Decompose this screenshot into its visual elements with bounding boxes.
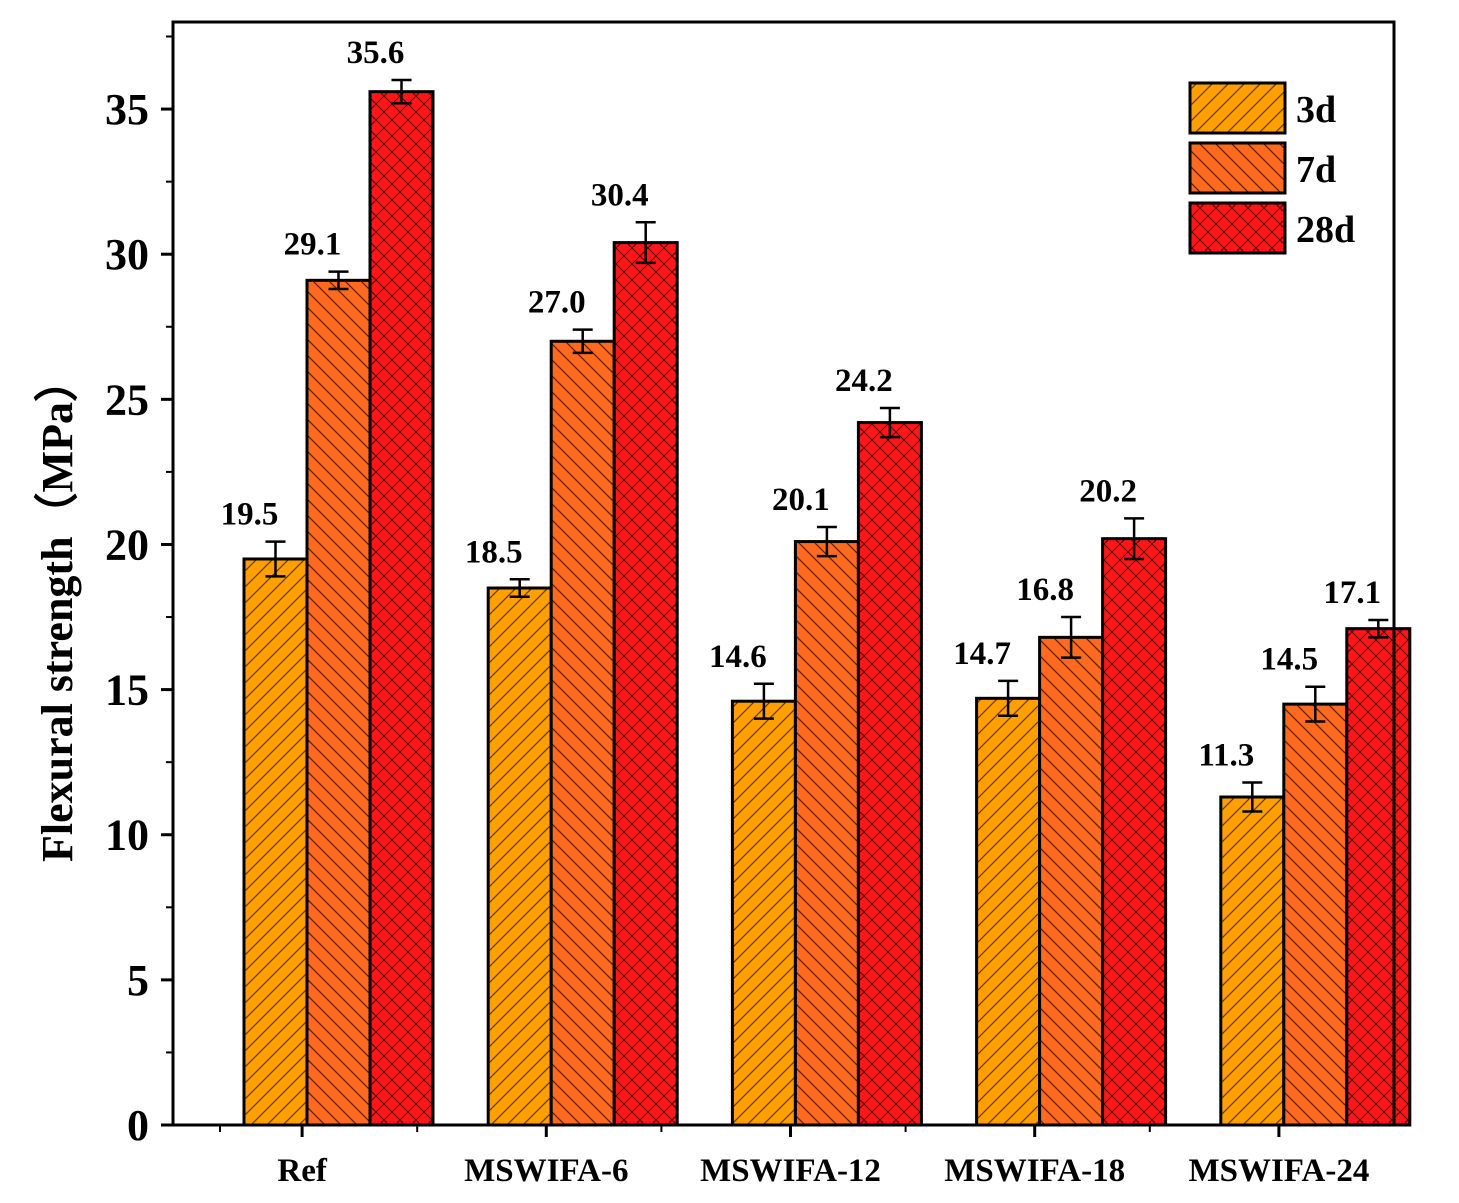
x-category-label: MSWIFA-6 — [464, 1153, 628, 1189]
y-tick-label: 30 — [105, 230, 149, 279]
y-tick-label: 10 — [105, 811, 149, 860]
data-label: 27.0 — [528, 285, 586, 321]
data-label: 14.5 — [1260, 642, 1318, 678]
y-axis-title: Flexural strength（MPa） — [33, 358, 82, 862]
data-label: 30.4 — [591, 177, 649, 213]
data-label: 35.6 — [347, 35, 405, 71]
x-category-label: MSWIFA-12 — [700, 1153, 881, 1189]
data-label: 18.5 — [465, 534, 523, 570]
x-category-label: MSWIFA-24 — [1188, 1153, 1369, 1189]
legend-swatch-7d — [1188, 141, 1287, 195]
data-label: 14.7 — [953, 636, 1011, 672]
bar-7d-Ref — [305, 278, 372, 1127]
bar-28d-MSWIFA-12 — [856, 421, 923, 1127]
y-tick-label: 0 — [127, 1101, 149, 1150]
y-tick-label: 15 — [105, 666, 149, 715]
bar-3d-Ref — [242, 557, 309, 1127]
data-label: 20.1 — [772, 482, 830, 518]
legend-label-28d: 28d — [1296, 209, 1355, 251]
data-label: 24.2 — [835, 363, 893, 399]
data-labels: 19.5 29.1 35.6 18.5 27.0 30.4 14.6 20.1 24.2 14.7… — [221, 35, 1382, 773]
data-label: 20.2 — [1079, 473, 1137, 509]
bar-7d-MSWIFA-18 — [1038, 635, 1105, 1127]
bar-7d-MSWIFA-24 — [1282, 702, 1349, 1127]
bar-7d-MSWIFA-12 — [793, 540, 860, 1127]
data-label: 11.3 — [1198, 737, 1254, 773]
data-label: 29.1 — [284, 227, 342, 263]
bar-3d-MSWIFA-24 — [1219, 795, 1286, 1127]
bar-3d-MSWIFA-6 — [486, 586, 553, 1127]
y-tick-label: 25 — [105, 375, 149, 424]
bar-28d-MSWIFA-24 — [1345, 627, 1412, 1127]
y-tick-label: 20 — [105, 520, 149, 569]
legend: 3d 7d 28d — [1188, 81, 1355, 255]
axis-ticks: 0 5 10 15 20 25 30 35 Ref MSWIFA-6 MSWIFA-12 MSWIFA… — [105, 35, 1369, 1189]
legend-swatch-3d — [1188, 81, 1287, 135]
bar-28d-Ref — [368, 90, 435, 1127]
x-category-label: Ref — [277, 1153, 327, 1189]
plot-frame — [171, 20, 1396, 1127]
data-label: 16.8 — [1016, 572, 1074, 608]
bar-28d-MSWIFA-6 — [612, 241, 679, 1127]
y-tick-label: 35 — [105, 85, 149, 134]
data-label: 17.1 — [1323, 575, 1381, 611]
bar-7d-MSWIFA-6 — [549, 339, 616, 1127]
bar-3d-MSWIFA-12 — [730, 699, 797, 1127]
data-label: 19.5 — [221, 497, 279, 533]
x-category-label: MSWIFA-18 — [944, 1153, 1125, 1189]
bar-3d-MSWIFA-18 — [975, 696, 1042, 1127]
legend-swatch-28d — [1188, 201, 1287, 255]
data-label: 14.6 — [709, 639, 767, 675]
y-tick-label: 5 — [127, 956, 149, 1005]
legend-label-3d: 3d — [1296, 89, 1336, 131]
bar-28d-MSWIFA-18 — [1101, 537, 1168, 1127]
legend-label-7d: 7d — [1296, 149, 1336, 191]
